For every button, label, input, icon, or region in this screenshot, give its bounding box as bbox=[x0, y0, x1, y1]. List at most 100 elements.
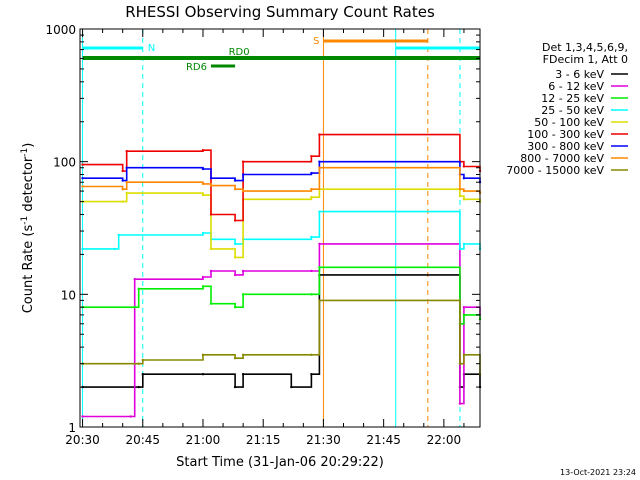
series-line-7 bbox=[82, 160, 481, 183]
series-7-point bbox=[121, 179, 124, 182]
series-4-point bbox=[462, 242, 466, 246]
series-4-point bbox=[201, 231, 205, 235]
series-7-point bbox=[233, 179, 237, 182]
series-7-point bbox=[201, 167, 205, 171]
series-4-point bbox=[81, 247, 84, 251]
series-6-point bbox=[125, 149, 128, 153]
series-2-point bbox=[458, 402, 462, 405]
y-axis-label-main: Count Rate (s bbox=[21, 225, 36, 314]
x-tick-label: 21:00 bbox=[186, 433, 221, 447]
series-8-point bbox=[233, 188, 237, 191]
series-7-point bbox=[209, 177, 213, 180]
series-line-5 bbox=[82, 188, 481, 259]
series-9-point bbox=[458, 362, 462, 365]
series-9-point bbox=[233, 357, 237, 360]
axes: 1 10 100 1000 20:30 20:45 21:00 21:15 21:30 21:45… bbox=[45, 23, 480, 447]
series-7-point bbox=[318, 160, 321, 163]
series-9-point bbox=[201, 353, 205, 357]
series-9-point bbox=[137, 362, 140, 365]
series-1-point bbox=[137, 385, 140, 389]
x-tick-label: 20:45 bbox=[125, 433, 160, 447]
legend-header-1: Det 1,3,4,5,6,9, bbox=[542, 41, 628, 54]
series-2-point bbox=[129, 415, 132, 418]
series-5-point bbox=[462, 198, 466, 201]
interval-annotations: N S RD0 RD6 bbox=[82, 36, 480, 73]
y-tick-label: 1 bbox=[68, 421, 76, 435]
legend: Det 1,3,4,5,6,9,FDecim 1, Att 0 3 - 6 keV… bbox=[506, 41, 628, 177]
series-4-point bbox=[113, 247, 116, 251]
series-9-point bbox=[462, 353, 466, 357]
series-8-point bbox=[458, 188, 462, 191]
footer-date: 13-Oct-2021 23:24 bbox=[560, 468, 636, 477]
series-8-point bbox=[462, 189, 466, 193]
x-tick-label: 21:30 bbox=[306, 433, 341, 447]
plot-area bbox=[81, 29, 482, 427]
legend-label-8: 800 - 7000 keV bbox=[520, 152, 604, 165]
y-tick-label: 10 bbox=[61, 288, 76, 302]
legend-label-2: 6 - 12 keV bbox=[548, 80, 604, 93]
series-8-point bbox=[310, 188, 313, 191]
series-7-point bbox=[125, 166, 128, 169]
s-label: S bbox=[313, 36, 319, 47]
y-tick-label: 1000 bbox=[45, 23, 76, 37]
series-9-point bbox=[141, 358, 144, 362]
series-3-point bbox=[310, 293, 313, 296]
series-2-point bbox=[133, 278, 136, 281]
series-8-point bbox=[318, 166, 321, 169]
series-6-point bbox=[233, 219, 237, 222]
series-5-point bbox=[209, 247, 213, 251]
series-6-point bbox=[121, 169, 124, 173]
series-3-point bbox=[133, 305, 136, 309]
series-3-point bbox=[318, 266, 321, 269]
series-2-point bbox=[201, 275, 205, 279]
series-9-point bbox=[310, 353, 313, 357]
series-8-point bbox=[209, 184, 213, 187]
series-6-point bbox=[201, 149, 205, 152]
series-line-2 bbox=[82, 243, 481, 418]
n-label: N bbox=[148, 43, 155, 54]
rd6-label: RD6 bbox=[186, 62, 207, 73]
series-6-point bbox=[81, 163, 84, 166]
series-4-point bbox=[318, 210, 321, 213]
series-8-point bbox=[125, 181, 128, 184]
series-7-point bbox=[462, 177, 466, 180]
series-3-point bbox=[209, 302, 213, 305]
series-6-point bbox=[209, 213, 213, 216]
legend-label-1: 3 - 6 keV bbox=[555, 68, 604, 81]
series-line-6 bbox=[82, 133, 481, 222]
series-4-point bbox=[310, 235, 313, 239]
series-1-point bbox=[201, 373, 205, 376]
series-7-point bbox=[310, 171, 313, 175]
legend-label-4: 25 - 50 keV bbox=[541, 104, 604, 117]
plot-frame bbox=[79, 28, 481, 428]
series-2-point bbox=[209, 269, 213, 273]
series-2-point bbox=[241, 269, 245, 273]
series-3-point bbox=[201, 285, 205, 288]
y-axis-label-tail-sup: -1 bbox=[20, 148, 30, 157]
legend-label-3: 12 - 25 keV bbox=[541, 92, 604, 105]
series-8-point bbox=[81, 185, 84, 188]
series-5-point bbox=[233, 256, 237, 259]
series-4-point bbox=[458, 247, 462, 251]
series-1-point bbox=[310, 373, 313, 376]
series-2-point bbox=[462, 305, 466, 309]
x-axis-label: Start Time (31-Jan-06 20:29:22) bbox=[176, 455, 384, 470]
series-7-point bbox=[81, 177, 84, 180]
legend-label-7: 300 - 800 keV bbox=[527, 140, 604, 153]
series-2-point bbox=[318, 242, 321, 246]
series-line-8 bbox=[82, 166, 481, 194]
series-5-point bbox=[458, 194, 462, 198]
series-8-point bbox=[121, 188, 124, 191]
chart-title: RHESSI Observing Summary Count Rates bbox=[125, 3, 435, 21]
series-5-point bbox=[121, 200, 124, 203]
legend-label-6: 100 - 300 keV bbox=[527, 128, 604, 141]
series-6-point bbox=[310, 154, 313, 158]
series-2-point bbox=[81, 415, 84, 418]
series-3-point bbox=[462, 313, 466, 317]
legend-header-2: FDecim 1, Att 0 bbox=[543, 53, 628, 66]
y-axis-label-sup: -1 bbox=[20, 216, 30, 225]
series-5-point bbox=[125, 191, 128, 195]
series-8-point bbox=[201, 182, 205, 186]
legend-label-9: 7000 - 15000 keV bbox=[506, 164, 604, 177]
